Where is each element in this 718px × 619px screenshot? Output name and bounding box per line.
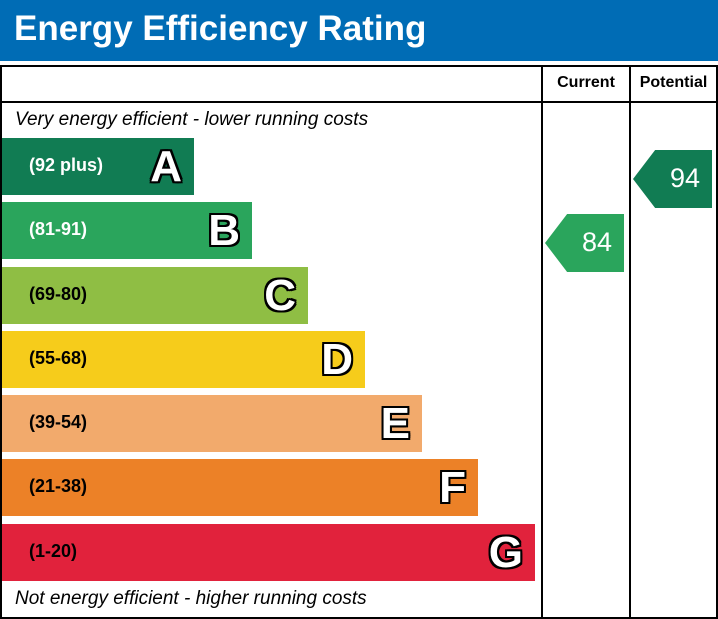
potential-rating-arrow: 94	[633, 150, 712, 208]
band-letter: A	[150, 142, 182, 191]
current-rating-value: 84	[581, 227, 612, 257]
band-range: (92 plus)	[29, 155, 104, 175]
band-range: (39-54)	[29, 412, 88, 432]
band-bar-g: (1-20) G	[2, 524, 535, 581]
band-bar-e: (39-54) E	[2, 395, 422, 452]
chart-title: Energy Efficiency Rating	[14, 9, 427, 48]
band-bar-d: (55-68) D	[2, 331, 365, 388]
band-range: (21-38)	[29, 476, 88, 496]
band-bar-a: (92 plus) A	[2, 138, 194, 195]
header-bar: Energy Efficiency Rating	[0, 0, 718, 61]
band-letter: F	[439, 463, 466, 512]
top-note: Very energy efficient - lower running co…	[15, 109, 369, 130]
band-bar-c: (69-80) C	[2, 267, 308, 324]
band-letter: D	[321, 335, 353, 384]
band-bar-b: (81-91) B	[2, 202, 252, 259]
column-divider	[541, 65, 543, 617]
table-frame	[0, 65, 718, 619]
band-range: (81-91)	[29, 219, 88, 239]
potential-column-header: Potential	[639, 74, 708, 91]
header-divider	[0, 101, 718, 103]
band-range: (55-68)	[29, 348, 88, 368]
band-letter: C	[264, 271, 296, 320]
potential-rating-value: 94	[669, 163, 700, 193]
band-letter: E	[380, 399, 410, 448]
band-bar-f: (21-38) F	[2, 459, 478, 516]
band-letter: G	[488, 528, 523, 577]
band-range: (1-20)	[29, 541, 78, 561]
column-divider	[629, 65, 631, 617]
band-range: (69-80)	[29, 284, 88, 304]
bottom-note: Not energy efficient - higher running co…	[15, 588, 367, 609]
band-letter: B	[208, 206, 240, 255]
current-column-header: Current	[557, 74, 615, 91]
